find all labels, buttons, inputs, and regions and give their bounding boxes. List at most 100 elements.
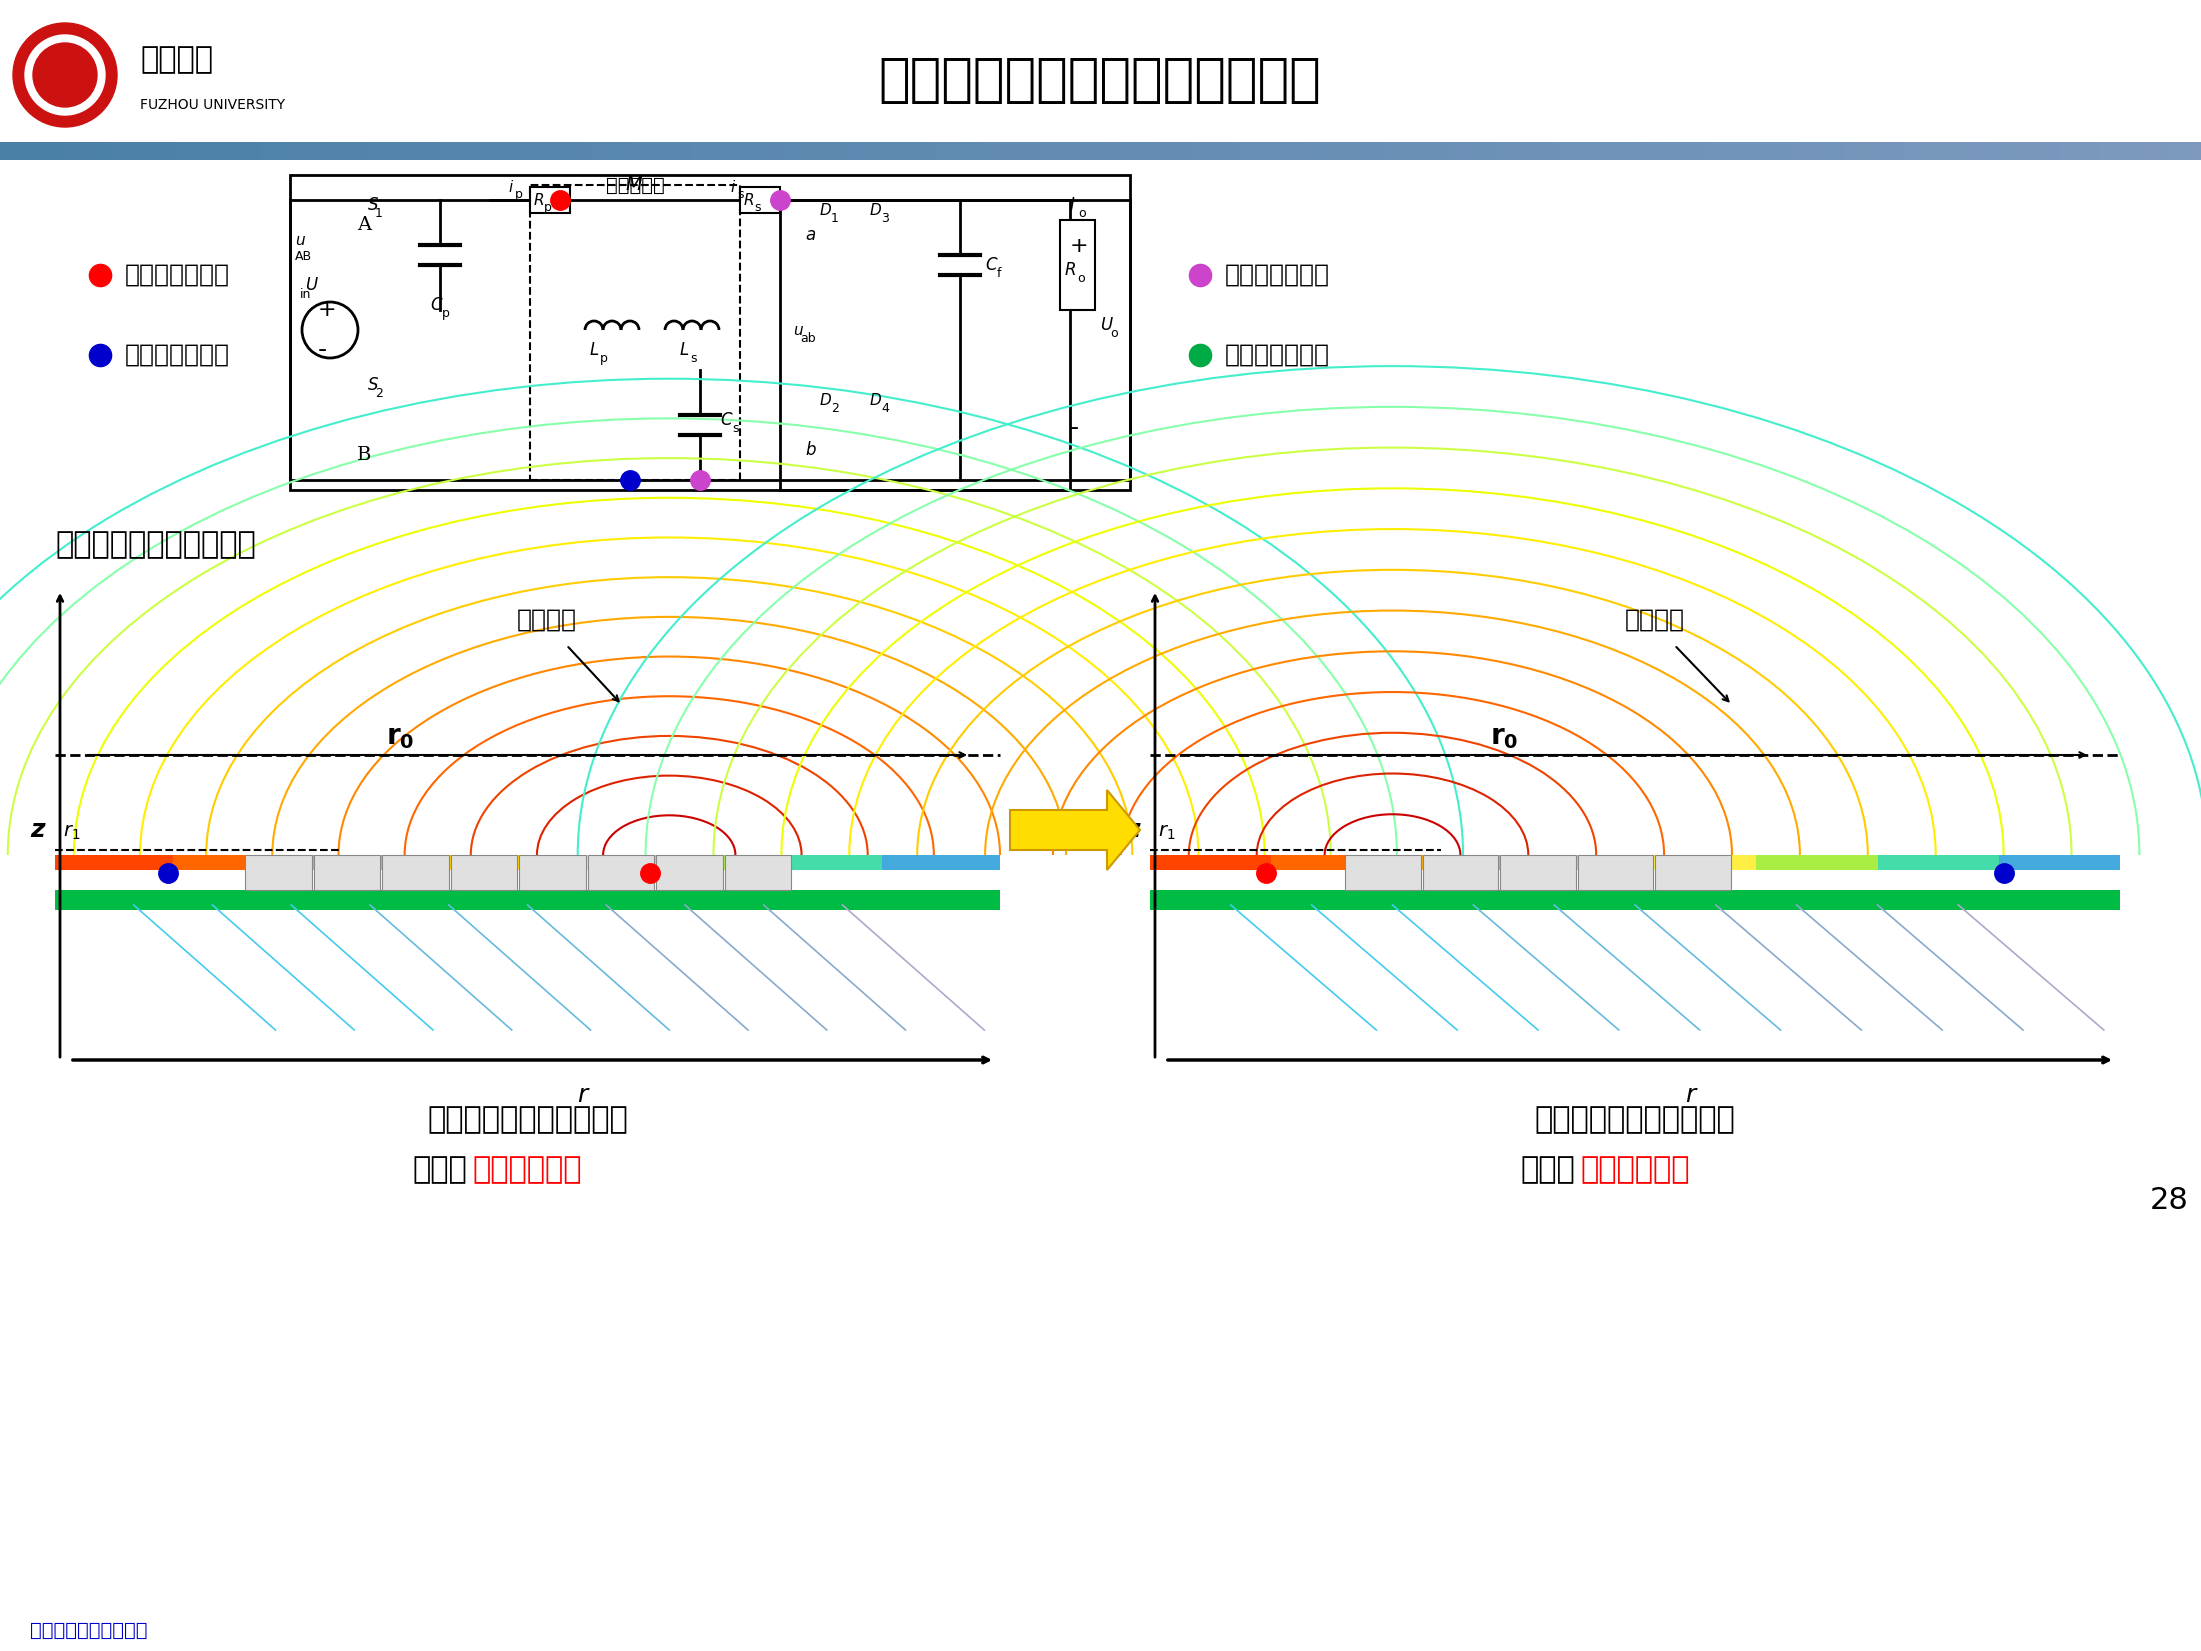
Text: 产生的: 产生的 [414, 1156, 467, 1184]
Bar [174, 855, 291, 870]
Bar [1862, 142, 1866, 160]
Bar [1340, 142, 1345, 160]
Bar [1354, 142, 1358, 160]
Bar [1534, 142, 1538, 160]
Text: -: - [317, 338, 328, 362]
Text: D: D [869, 203, 883, 218]
Bar [313, 142, 317, 160]
Bar [984, 142, 988, 160]
Text: p: p [544, 201, 552, 215]
Bar [1402, 142, 1406, 160]
Bar [1521, 142, 1525, 160]
Bar [55, 580, 999, 1080]
Bar [1884, 142, 1888, 160]
Bar [519, 855, 585, 890]
Bar [132, 142, 136, 160]
Bar [909, 142, 913, 160]
Bar [2104, 142, 2109, 160]
Bar [343, 142, 348, 160]
Bar [114, 142, 119, 160]
Bar [1660, 142, 1664, 160]
Text: R: R [1065, 261, 1076, 279]
Bar [66, 142, 70, 160]
Bar [1915, 142, 1919, 160]
Bar [1673, 142, 1677, 160]
Bar [711, 142, 715, 160]
Bar [405, 142, 409, 160]
Bar [1279, 142, 1283, 160]
Bar [480, 142, 484, 160]
Bar [1006, 142, 1010, 160]
Bar [1627, 142, 1631, 160]
Bar [1690, 142, 1695, 160]
Bar [1134, 142, 1138, 160]
Bar [2197, 142, 2201, 160]
Bar [1499, 142, 1503, 160]
Text: A: A [357, 216, 372, 234]
Bar [0, 142, 4, 160]
Bar [2179, 142, 2183, 160]
Bar [1345, 142, 1349, 160]
Bar [1730, 142, 1734, 160]
Bar [1420, 142, 1424, 160]
Text: $r_1$: $r_1$ [64, 822, 81, 842]
Bar [1244, 142, 1248, 160]
Bar [1446, 142, 1450, 160]
Bar [484, 142, 489, 160]
Bar [1708, 142, 1712, 160]
Bar [26, 142, 31, 160]
Text: R: R [535, 193, 544, 208]
Bar [55, 890, 999, 910]
Bar [497, 142, 502, 160]
Bar [1783, 142, 1787, 160]
Bar [1072, 142, 1076, 160]
Bar [392, 142, 396, 160]
Bar [1941, 142, 1946, 160]
Polygon shape [1010, 789, 1140, 870]
Text: o: o [1076, 272, 1085, 286]
Bar [75, 142, 79, 160]
Text: 磁场分布: 磁场分布 [1624, 608, 1684, 632]
Text: in: in [299, 287, 310, 300]
Bar [451, 855, 517, 890]
Bar [2157, 142, 2161, 160]
Bar [1574, 142, 1578, 160]
Bar [588, 855, 654, 890]
Bar [1682, 142, 1686, 160]
Bar [1508, 142, 1512, 160]
Text: 外圈绕组半径大，匝长长: 外圈绕组半径大，匝长长 [427, 1106, 627, 1134]
Bar [552, 142, 557, 160]
Bar [2047, 142, 2051, 160]
Bar [1950, 142, 1954, 160]
Bar [2183, 142, 2188, 160]
Bar [2170, 142, 2175, 160]
Bar [158, 142, 163, 160]
Bar [1618, 142, 1622, 160]
Bar [1107, 142, 1112, 160]
Circle shape [13, 23, 117, 127]
Bar [878, 142, 883, 160]
Bar [48, 142, 53, 160]
Bar [1613, 142, 1618, 160]
Bar [1173, 142, 1178, 160]
Bar [1186, 142, 1191, 160]
Bar [707, 142, 711, 160]
Bar [1928, 142, 1932, 160]
Bar [1699, 142, 1704, 160]
Bar [1001, 142, 1006, 160]
Bar [2012, 142, 2016, 160]
Bar [1877, 855, 1999, 870]
Bar [1459, 142, 1464, 160]
Bar [1686, 142, 1690, 160]
Bar [101, 142, 106, 160]
Bar [979, 142, 984, 160]
Text: 28: 28 [2150, 1185, 2188, 1215]
Bar [370, 142, 374, 160]
Bar [944, 142, 949, 160]
Bar [2003, 142, 2007, 160]
Bar [2113, 142, 2117, 160]
Bar [1605, 142, 1609, 160]
Bar [1204, 142, 1208, 160]
Bar [740, 187, 779, 213]
Text: 电场辐射较大: 电场辐射较大 [473, 1156, 581, 1184]
